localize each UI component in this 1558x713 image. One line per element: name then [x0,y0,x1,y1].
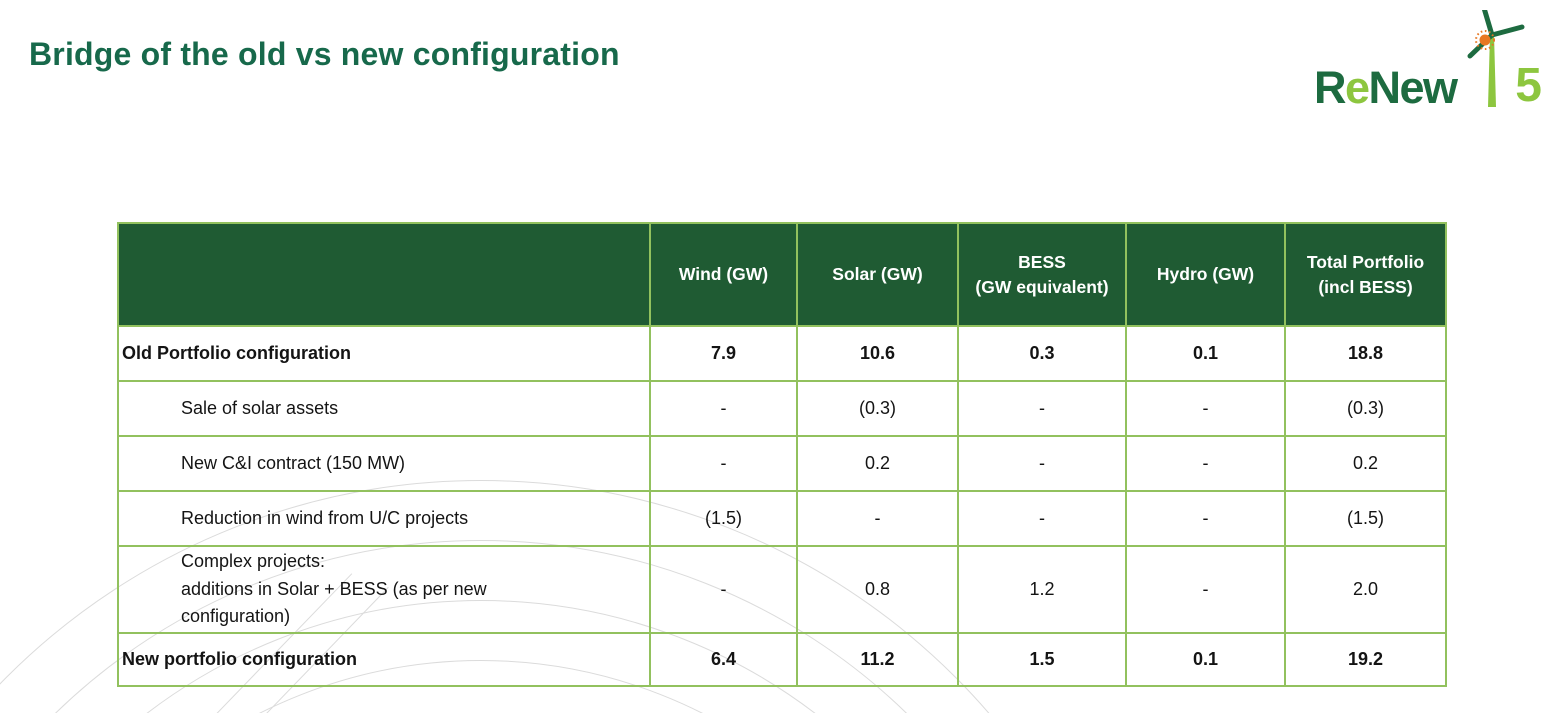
value-cell: (0.3) [796,380,959,437]
value-cell: - [957,490,1127,547]
row-label: New C&I contract (150 MW) [117,435,651,492]
column-header: Total Portfolio (incl BESS) [1284,222,1447,327]
table-row: New C&I contract (150 MW) -0.2- -0.2 [117,435,1447,492]
value-cell: 10.6 [796,325,959,382]
row-label: Old Portfolio configuration [117,325,651,382]
value-cell: - [649,435,798,492]
table-header-row: Wind (GW) Solar (GW) BESS (GW equivalent) H… [117,222,1447,327]
value-cell: 11.2 [796,632,959,687]
table-row: Sale of solar assets - (0.3) - - (0.3) [117,380,1447,437]
value-cell: 0.8 [796,545,959,634]
value-cell: 7.9 [649,325,798,382]
value-cell: 2.0 [1284,545,1447,634]
page-title: Bridge of the old vs new configuration [29,36,620,72]
row-label: Sale of solar assets [117,380,651,437]
row-label: Reduction in wind from U/C projects [117,490,651,547]
column-header: Solar (GW) [796,222,959,327]
logo-letter-r: R [1314,62,1347,113]
value-cell: 0.1 [1125,632,1286,687]
value-cell: - [796,490,959,547]
value-cell: 0.1 [1125,325,1286,382]
bridge-table: Wind (GW) Solar (GW) BESS (GW equivalent) H… [117,222,1447,687]
table-row: New portfolio configuration 6.4 11.2 1.5 0.1… [117,632,1447,687]
value-cell: - [957,435,1127,492]
logo-digit-five: 5 [1515,59,1542,112]
value-cell: (0.3) [1284,380,1447,437]
value-cell: 6.4 [649,632,798,687]
value-cell: 0.2 [796,435,959,492]
value-cell: - [649,545,798,634]
value-cell: - [1125,435,1286,492]
value-cell: 18.8 [1284,325,1447,382]
row-label-column-header [117,222,651,327]
logo-letter-e: e [1345,62,1370,113]
row-label: Complex projects: additions in Solar + B… [117,545,651,634]
value-cell: 19.2 [1284,632,1447,687]
value-cell: - [1125,490,1286,547]
column-header: Hydro (GW) [1125,222,1286,327]
logo-wordmark: ReNew [1314,62,1459,113]
column-header: BESS (GW equivalent) [957,222,1127,327]
value-cell: 0.2 [1284,435,1447,492]
logo-word-new: New [1368,62,1459,113]
value-cell: (1.5) [1284,490,1447,547]
value-cell: 1.2 [957,545,1127,634]
table-row: Old Portfolio configuration 7.9 10.6 0.3 0.1… [117,325,1447,382]
value-cell: - [1125,380,1286,437]
table-row: Reduction in wind from U/C projects (1.5)… [117,490,1447,547]
value-cell: - [649,380,798,437]
value-cell: 1.5 [957,632,1127,687]
row-label: New portfolio configuration [117,632,651,687]
table-row: Complex projects: additions in Solar + B… [117,545,1447,634]
column-header: Wind (GW) [649,222,798,327]
wind-turbine-icon [1462,5,1536,110]
renew-logo: ReNew 5 [1314,5,1542,113]
value-cell: - [957,380,1127,437]
value-cell: - [1125,545,1286,634]
value-cell: (1.5) [649,490,798,547]
value-cell: 0.3 [957,325,1127,382]
